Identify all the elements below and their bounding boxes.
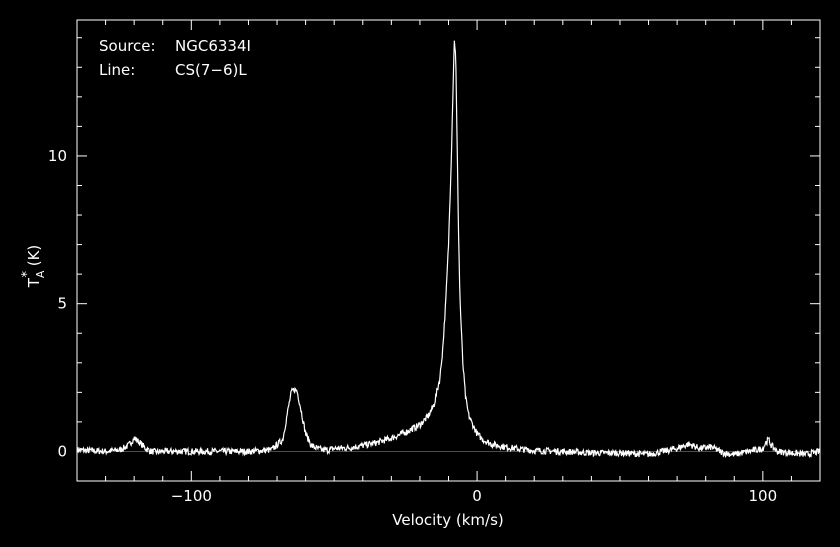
spectrum-series-line xyxy=(76,40,821,459)
y-axis-label-main: T xyxy=(25,277,43,288)
y-axis-label-sub: A xyxy=(34,270,47,278)
y-axis-label-sup: * xyxy=(20,271,35,278)
x-tick-label: 0 xyxy=(472,487,482,505)
x-tick-label: 100 xyxy=(749,487,778,505)
axis-ticks xyxy=(76,20,821,482)
line-label: Line: xyxy=(99,61,135,79)
y-tick-label: 5 xyxy=(57,295,67,313)
y-tick-label: 10 xyxy=(48,147,67,165)
source-label: Source: xyxy=(99,37,156,55)
tick-labels: −100 0 100 0 5 10 xyxy=(48,147,777,505)
y-tick-label: 0 xyxy=(57,442,67,460)
y-axis-label: TA* (K) xyxy=(20,245,47,289)
line-value: CS(7−6)L xyxy=(175,61,247,79)
y-axis-label-unit: (K) xyxy=(25,245,43,271)
source-value: NGC6334I xyxy=(175,37,251,55)
x-tick-label: −100 xyxy=(171,487,212,505)
x-axis-label: Velocity (km/s) xyxy=(392,511,503,529)
